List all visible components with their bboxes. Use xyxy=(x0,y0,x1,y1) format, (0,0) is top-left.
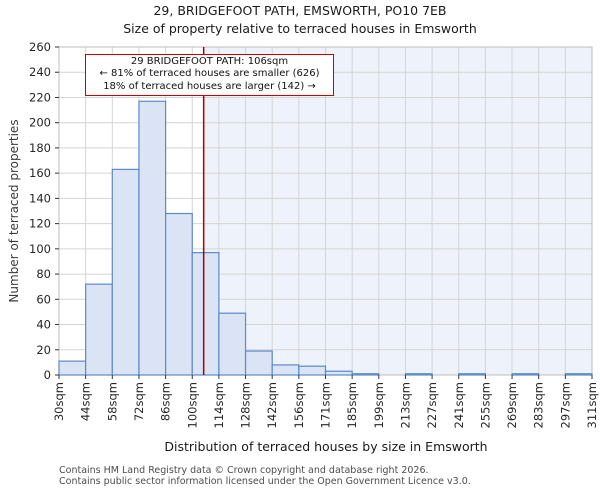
x-tick-label: 297sqm xyxy=(558,382,572,428)
histogram-bar xyxy=(564,373,593,376)
y-tick-label: 180 xyxy=(29,141,51,155)
y-tick-label: 20 xyxy=(36,343,51,357)
histogram-bar xyxy=(404,373,433,376)
histogram-bar xyxy=(58,360,87,376)
chart-subtitle: Size of property relative to terraced ho… xyxy=(123,21,477,36)
x-tick-label: 100sqm xyxy=(185,382,199,428)
histogram-bar xyxy=(271,364,300,376)
annotation-larger-line: 18% of terraced houses are larger (142) … xyxy=(103,80,316,92)
histogram-bar xyxy=(138,100,167,376)
y-axis-label: Number of terraced properties xyxy=(7,119,21,303)
x-tick-label: 199sqm xyxy=(372,382,386,428)
x-tick-label: 58sqm xyxy=(105,382,119,421)
x-tick-label: 283sqm xyxy=(532,382,546,428)
x-tick-label: 171sqm xyxy=(319,382,333,428)
larger-region-shade xyxy=(203,47,592,375)
y-tick-label: 120 xyxy=(29,217,51,231)
x-tick-label: 269sqm xyxy=(505,382,519,428)
x-tick-label: 311sqm xyxy=(585,382,599,428)
y-tick-label: 40 xyxy=(36,318,51,332)
histogram-bar xyxy=(324,370,353,376)
chart-title: 29, BRIDGEFOOT PATH, EMSWORTH, PO10 7EB xyxy=(153,3,447,18)
histogram-bar xyxy=(218,312,247,376)
x-tick-label: 30sqm xyxy=(52,382,66,421)
x-tick-label: 255sqm xyxy=(478,382,492,428)
annotation-smaller-line: ← 81% of terraced houses are smaller (62… xyxy=(99,68,320,80)
y-tick-label: 160 xyxy=(29,166,51,180)
x-tick-label: 156sqm xyxy=(292,382,306,428)
histogram-bar xyxy=(85,283,113,376)
y-tick-label: 260 xyxy=(29,40,51,54)
x-tick-label: 72sqm xyxy=(132,382,146,421)
x-tick-label: 213sqm xyxy=(398,382,412,428)
y-tick-label: 240 xyxy=(29,65,51,79)
annotation-title: 29 BRIDGEFOOT PATH: 106sqm xyxy=(130,56,289,67)
histogram-bar xyxy=(244,350,273,376)
histogram-plot: 0 20 40 60 80 100 120 140 160 180 200 220 240 260 30sq… xyxy=(29,40,599,428)
histogram-bar xyxy=(165,212,193,376)
x-tick-label: 142sqm xyxy=(265,382,279,428)
y-tick-label: 220 xyxy=(29,90,51,104)
y-tick-label: 140 xyxy=(29,191,51,205)
attribution-footer: Contains HM Land Registry data © Crown c… xyxy=(59,465,471,487)
y-tick-label: 60 xyxy=(36,292,51,306)
y-tick-label: 80 xyxy=(36,267,51,281)
x-axis-label: Distribution of terraced houses by size … xyxy=(164,439,488,454)
histogram-bar xyxy=(191,252,220,376)
x-tick-label: 44sqm xyxy=(79,382,93,421)
x-tick-label: 185sqm xyxy=(345,382,359,428)
x-tick-label: 227sqm xyxy=(425,382,439,428)
histogram-bar xyxy=(458,373,486,376)
property-annotation-box: 29 BRIDGEFOOT PATH: 106sqm ← 81% of terr… xyxy=(85,54,334,97)
histogram-bar xyxy=(111,168,140,376)
x-tick-label: 128sqm xyxy=(239,382,253,428)
x-tick-label: 86sqm xyxy=(159,382,173,421)
y-tick-label: 0 xyxy=(44,368,51,382)
histogram-bar xyxy=(511,373,540,376)
histogram-bar xyxy=(351,373,380,376)
histogram-bar xyxy=(298,365,327,376)
x-tick-label: 114sqm xyxy=(212,382,226,428)
footer-line-2: Contains public sector information licen… xyxy=(59,476,471,487)
y-tick-label: 100 xyxy=(29,242,51,256)
footer-line-1: Contains HM Land Registry data © Crown c… xyxy=(59,465,429,476)
y-tick-label: 200 xyxy=(29,116,51,130)
x-tick-label: 241sqm xyxy=(452,382,466,428)
